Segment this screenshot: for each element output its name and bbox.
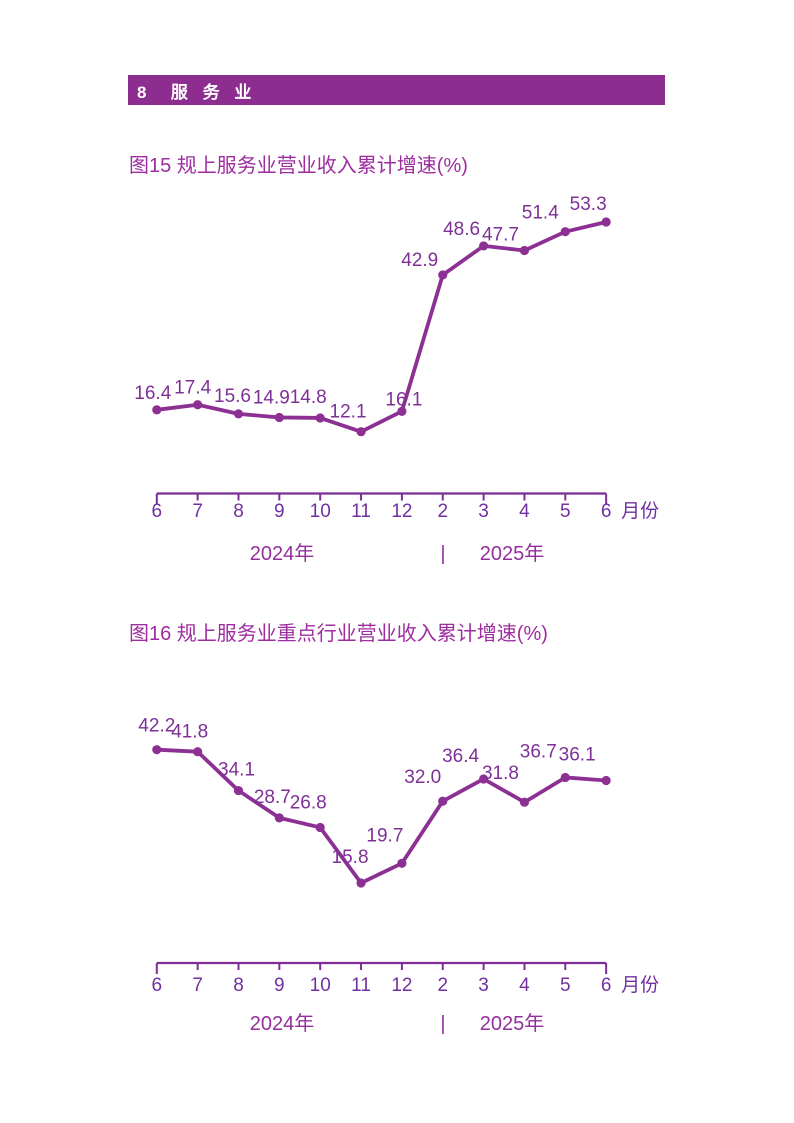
figure-16-line-chart: 6 7 8 9 10 11 12 2 3 4 5 6 月份 42.241.8 34.1 28.726.8 15.… (138, 716, 659, 1035)
data-label: 36.4 (442, 746, 479, 767)
data-point (519, 245, 530, 256)
data-label: 42.2 (138, 716, 175, 737)
data-label: 26.8 (290, 792, 327, 813)
x-axis-category-label: 4 (519, 501, 530, 522)
x-axis-category-label: 4 (519, 975, 530, 996)
figure-16-title: 图16 规上服务业重点行业营业收入累计增速(%) (129, 623, 548, 645)
data-label: 14.8 (290, 387, 327, 408)
data-point (315, 822, 325, 833)
year-separator: | (440, 1013, 445, 1035)
x-axis-category-label: 3 (478, 501, 489, 522)
data-point (601, 217, 611, 227)
section-header-label: 8 服 务 业 (137, 82, 257, 102)
x-axis-category-label: 2 (437, 501, 448, 522)
data-label: 14.9 (253, 387, 290, 408)
year-label-2024: 2024年 (250, 1012, 315, 1035)
data-label: 36.1 (559, 744, 596, 765)
data-point (438, 796, 448, 806)
x-axis-category-label: 6 (152, 975, 163, 996)
data-point (233, 409, 244, 419)
data-point (193, 747, 203, 757)
x-axis-category-label: 9 (274, 975, 285, 996)
year-label-2024: 2024年 (250, 542, 315, 565)
x-axis-category-label: 12 (391, 501, 412, 522)
data-point (193, 400, 203, 410)
figure-15-title: 图15 规上服务业营业收入累计增速(%) (129, 155, 468, 177)
data-label: 53.3 (570, 194, 607, 215)
data-point (152, 405, 162, 415)
x-axis-category-label: 10 (310, 975, 331, 996)
x-axis-category-label: 6 (152, 501, 163, 522)
data-label: 41.8 (171, 722, 208, 743)
data-point (274, 813, 284, 823)
data-label: 47.7 (482, 224, 519, 245)
series-line (154, 747, 609, 885)
data-label: 42.9 (401, 250, 438, 271)
x-axis-category-label: 11 (351, 501, 371, 522)
data-point (479, 241, 489, 251)
data-label: 28.7 (254, 787, 291, 808)
x-axis-category-label: 6 (601, 501, 612, 522)
data-label: 16.1 (385, 389, 422, 410)
data-label: 34.1 (218, 760, 255, 781)
x-axis-category-label: 2 (437, 975, 448, 996)
x-axis-category-label: 8 (233, 501, 244, 522)
data-point (519, 797, 530, 807)
x-axis-category-label: 3 (478, 975, 489, 996)
data-label: 36.7 (520, 741, 557, 762)
data-point (560, 227, 570, 237)
data-point (601, 775, 611, 786)
x-axis-category-label: 9 (274, 501, 285, 522)
data-point (397, 406, 407, 416)
data-point (438, 270, 448, 280)
x-axis-category-label: 8 (233, 975, 244, 996)
data-label: 15.6 (214, 386, 251, 407)
data-point (356, 427, 366, 437)
year-separator: | (440, 543, 445, 565)
section-header-bar: 8 服 务 业 (128, 75, 665, 105)
data-point (356, 878, 366, 888)
year-label-2025: 2025年 (480, 542, 545, 565)
data-label: 51.4 (522, 203, 559, 224)
x-axis-category-label: 7 (192, 975, 203, 996)
data-label: 17.4 (174, 378, 211, 399)
x-axis-unit-label: 月份 (621, 974, 659, 996)
data-point (560, 772, 570, 783)
year-label-2025: 2025年 (480, 1012, 545, 1035)
x-axis-category-label: 6 (601, 975, 612, 996)
data-point (479, 774, 489, 784)
x-axis-category-label: 5 (560, 501, 571, 522)
data-label: 32.0 (404, 767, 441, 788)
data-label: 31.8 (482, 763, 519, 784)
x-axis-category-label: 7 (192, 501, 203, 522)
x-axis-category-label: 11 (351, 975, 371, 996)
x-axis-category-label: 5 (560, 975, 571, 996)
data-point (233, 785, 244, 796)
figure-15-line-chart: 6 7 8 9 10 11 12 2 3 4 5 6 月份 16.4 17.4 15.6 14.9 14.812.… (134, 194, 659, 565)
data-label: 19.7 (366, 825, 403, 846)
series-line (154, 220, 609, 434)
data-label: 12.1 (330, 402, 367, 423)
x-axis-category-label: 10 (310, 501, 331, 522)
data-point (315, 413, 325, 423)
data-label: 16.4 (134, 383, 171, 404)
data-label: 15.8 (332, 847, 369, 868)
data-point (152, 745, 162, 755)
data-point (397, 858, 407, 868)
x-axis-unit-label: 月份 (621, 500, 659, 522)
data-label: 48.6 (443, 219, 480, 240)
x-axis-category-label: 12 (391, 975, 412, 996)
data-point (274, 412, 284, 423)
